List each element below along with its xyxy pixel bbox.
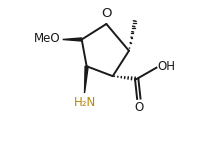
- Text: O: O: [134, 101, 143, 114]
- Text: O: O: [101, 7, 112, 20]
- Polygon shape: [63, 38, 82, 41]
- Text: MeO: MeO: [34, 32, 61, 45]
- Polygon shape: [85, 66, 88, 93]
- Text: OH: OH: [158, 60, 176, 73]
- Text: H₂N: H₂N: [74, 96, 96, 109]
